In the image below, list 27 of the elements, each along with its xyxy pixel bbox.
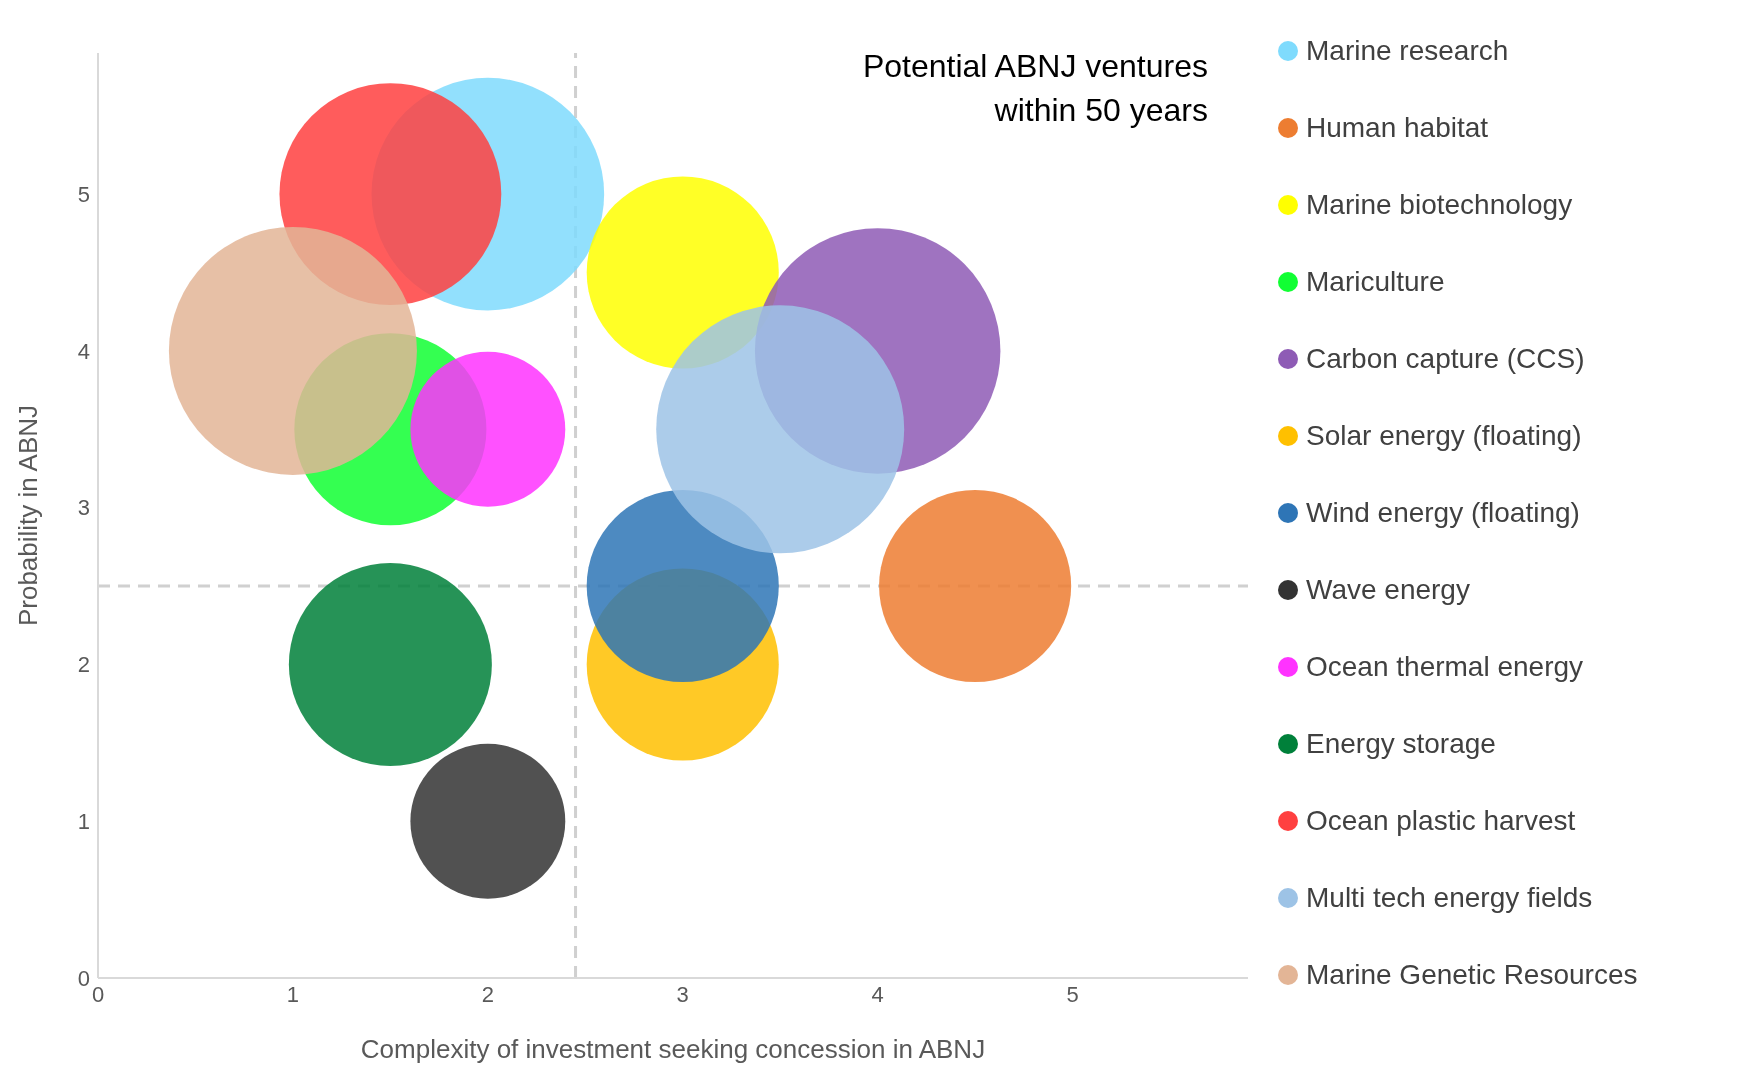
legend-label: Energy storage [1306, 727, 1496, 760]
legend-label: Solar energy (floating) [1306, 419, 1582, 452]
y-tick-label: 2 [77, 652, 90, 678]
legend-label: Ocean plastic harvest [1306, 804, 1576, 837]
legend-label: Ocean thermal energy [1306, 650, 1584, 683]
x-tick-label: 2 [481, 981, 494, 1007]
x-tick-label: 1 [286, 981, 300, 1007]
annotation: Potential ABNJ ventures within 50 years [861, 47, 1208, 130]
x-tick-label: 4 [871, 981, 884, 1007]
y-axis-title: Probability in ABNJ [13, 404, 44, 627]
legend-label: Wind energy (floating) [1306, 496, 1580, 529]
legend-label: Human habitat [1306, 111, 1489, 144]
y-tick-label: 3 [77, 495, 90, 521]
y-tick-label: 5 [77, 181, 90, 207]
x-tick-label: 5 [1066, 981, 1079, 1007]
legend-label: Marine biotechnology [1306, 188, 1573, 221]
x-tick-label: 3 [676, 981, 689, 1007]
legend-label: Multi tech energy fields [1306, 881, 1593, 914]
legend-label: Carbon capture (CCS) [1306, 342, 1585, 375]
legend-label: Marine Genetic Resources [1306, 958, 1638, 991]
legend-label: Wave energy [1306, 573, 1470, 606]
y-tick-label: 0 [77, 965, 90, 991]
y-tick-label: 4 [77, 338, 90, 364]
legend-label: Mariculture [1306, 265, 1445, 298]
x-axis-title: Complexity of investment seeking concession in ABNJ [360, 1034, 986, 1064]
y-tick-label: 1 [77, 809, 90, 835]
legend-label: Marine research [1306, 34, 1509, 67]
